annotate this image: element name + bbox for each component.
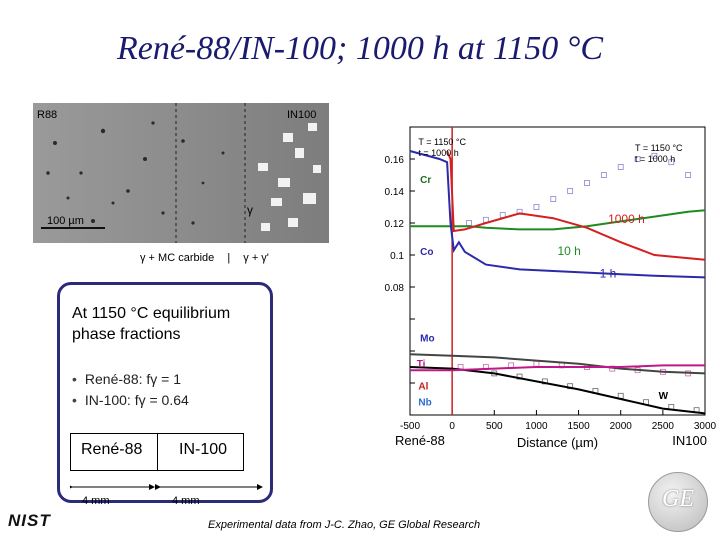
plot-area-border	[409, 126, 706, 416]
condition-label: T = 1150 °C	[418, 137, 466, 147]
micrograph-left-label: R88	[37, 109, 58, 121]
y-tick-label: 0.08	[385, 283, 405, 294]
caption-left: γ + MC carbide	[140, 252, 215, 264]
time-label: 1000 h	[608, 212, 645, 226]
data-point	[466, 220, 472, 226]
plot-text: 0.08 0.1 0.12 0.14 0.16 -500 0 500 1000 1500 2000 2…	[385, 137, 717, 450]
element-label: Co	[420, 247, 433, 258]
couple-interface	[157, 434, 158, 470]
micrograph-caption: γ + MC carbide | γ + γ'	[140, 252, 269, 264]
data-point	[668, 159, 675, 166]
data-point	[567, 188, 574, 194]
series-line	[446, 150, 706, 261]
micrograph-right-label: IN100	[287, 109, 317, 121]
series-line	[410, 364, 705, 372]
data-point	[617, 392, 624, 399]
element-label: Al	[418, 381, 428, 392]
phase-fraction-list: René-88: fγ = 1 IN-100: fγ = 0.64	[72, 369, 189, 411]
y-tick-label: 0.16	[385, 155, 405, 166]
concentration-profile-chart: 0.08 0.1 0.12 0.14 0.16 -500 0 500 1000 1500 2000 2…	[385, 126, 717, 450]
element-label: Ti	[417, 359, 426, 370]
micrograph-texture	[33, 103, 329, 243]
y-tick-label: 0.1	[390, 251, 404, 262]
x-end-label-left: René-88	[395, 433, 445, 448]
data-point	[634, 156, 641, 162]
data-credit: Experimental data from J-C. Zhao, GE Glo…	[208, 519, 481, 531]
x-tick-label: 500	[486, 421, 503, 432]
gamma-label: γ	[247, 203, 253, 217]
series-line	[409, 353, 706, 375]
data-point	[584, 180, 590, 186]
data-point	[533, 360, 540, 367]
callout-heading: At 1150 °C equilibrium phase fractions	[72, 305, 231, 343]
data-point	[651, 152, 658, 159]
element-label: Nb	[418, 397, 431, 408]
caption-right: γ + γ'	[243, 252, 269, 264]
x-tick-label: 2000	[610, 421, 633, 432]
series-line	[409, 150, 706, 279]
ge-logo-text: GE	[662, 486, 694, 512]
y-tick-label: 0.12	[385, 219, 405, 230]
x-tick-label: 3000	[694, 421, 717, 432]
x-tick-label: 1000	[525, 421, 548, 432]
nist-logo: NIST	[8, 511, 51, 530]
element-label: Mo	[420, 333, 434, 344]
data-point	[617, 164, 624, 170]
time-label: 10 h	[558, 244, 581, 258]
couple-right-label: IN-100	[179, 441, 228, 458]
scale-bar-label: 100 µm	[47, 215, 84, 227]
micrograph-image: R88 IN100 100 µm γ	[33, 103, 329, 243]
equilibrium-callout: At 1150 °C equilibrium phase fractions R…	[57, 282, 273, 507]
x-tick-label: 1500	[567, 421, 590, 432]
slide-title: René-88/IN-100; 1000 h at 1150 °C	[116, 30, 604, 67]
x-tick-label: 0	[449, 421, 455, 432]
data-point	[550, 196, 557, 202]
element-label: Cr	[420, 175, 431, 186]
data-point	[685, 172, 692, 178]
series-line	[410, 209, 706, 231]
couple-left-label: René-88	[81, 441, 143, 458]
ge-logo: GE	[648, 472, 708, 532]
x-tick-label: 2500	[652, 421, 675, 432]
y-tick-label: 0.14	[385, 187, 405, 198]
x-axis-label: Distance (µm)	[517, 435, 598, 450]
bullet-in100: IN-100: fγ = 0.64	[72, 390, 189, 411]
element-label: W	[659, 391, 669, 402]
condition-label: T = 1150 °C	[635, 143, 683, 153]
bullet-rene88: René-88: fγ = 1	[72, 369, 189, 390]
plot-lines	[409, 150, 706, 415]
x-end-label-right: IN100	[672, 433, 707, 448]
distance-arrows	[70, 484, 263, 490]
data-point	[533, 204, 540, 210]
condition-label: t = 1000 h	[635, 154, 675, 164]
data-point	[600, 172, 607, 178]
diffusion-couple-diagram: René-88 IN-100	[70, 433, 244, 471]
time-label: 1 h	[600, 266, 617, 280]
x-tick-label: -500	[400, 421, 420, 432]
condition-label: t = 1000 h	[418, 148, 458, 158]
distance-left: 4 mm	[82, 495, 110, 507]
distance-right: 4 mm	[172, 495, 200, 507]
plot-frame	[409, 126, 706, 416]
